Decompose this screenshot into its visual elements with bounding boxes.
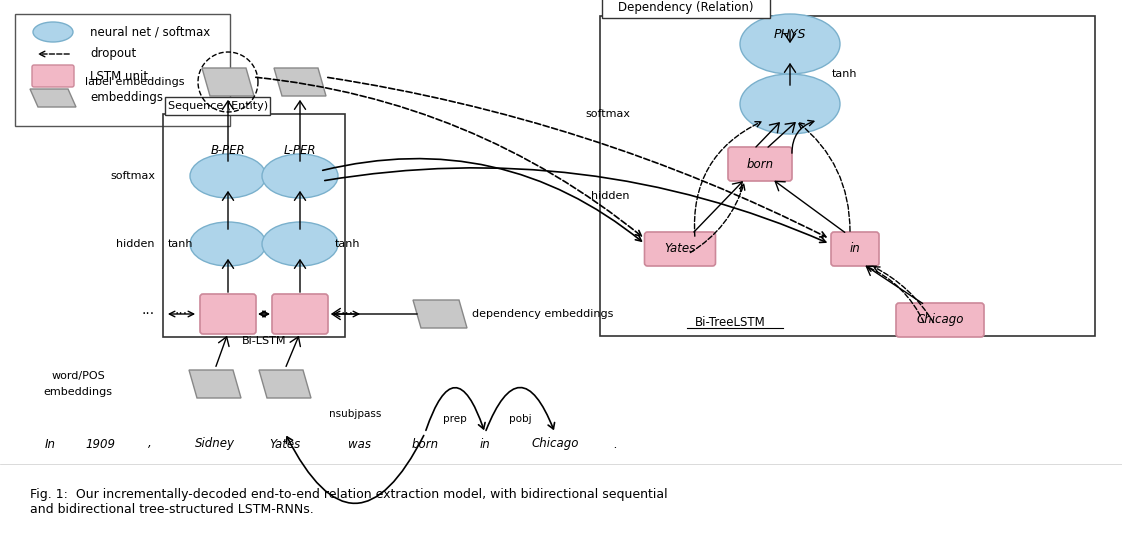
Bar	[600, 16, 1095, 336]
Text: ···: ···	[174, 307, 187, 321]
Text: word/POS: word/POS	[52, 371, 104, 381]
Text: Yates: Yates	[269, 437, 301, 450]
Text: PHYS: PHYS	[774, 28, 807, 40]
FancyBboxPatch shape	[33, 65, 74, 87]
Polygon shape	[30, 89, 76, 107]
Text: in: in	[479, 437, 490, 450]
Text: 1909: 1909	[85, 437, 114, 450]
Text: nsubjpass: nsubjpass	[329, 409, 381, 419]
Text: ,: ,	[148, 437, 151, 450]
Text: was: was	[349, 437, 371, 450]
Text: hidden: hidden	[117, 239, 155, 249]
Text: embeddings: embeddings	[90, 91, 163, 104]
Text: dropout: dropout	[90, 47, 136, 60]
Text: tanh: tanh	[335, 239, 360, 249]
Ellipse shape	[263, 222, 338, 266]
Text: B-PER: B-PER	[211, 145, 246, 158]
Text: Dependency (Relation): Dependency (Relation)	[618, 2, 754, 15]
Text: prep: prep	[443, 414, 467, 424]
Text: LSTM unit: LSTM unit	[90, 70, 148, 83]
Polygon shape	[188, 370, 241, 398]
Text: dependency embeddings: dependency embeddings	[472, 309, 614, 319]
Ellipse shape	[33, 22, 73, 42]
Text: Chicago: Chicago	[917, 313, 964, 326]
Text: embeddings: embeddings	[44, 387, 112, 397]
FancyBboxPatch shape	[831, 232, 879, 266]
Text: Chicago: Chicago	[531, 437, 579, 450]
Text: born: born	[746, 158, 773, 170]
Text: .: .	[613, 437, 617, 450]
Polygon shape	[274, 68, 327, 96]
Text: Yates: Yates	[664, 243, 696, 256]
Text: ···: ···	[141, 307, 155, 321]
Ellipse shape	[741, 74, 840, 134]
Text: Sequence (Entity): Sequence (Entity)	[168, 101, 268, 111]
Text: Sidney: Sidney	[195, 437, 234, 450]
Ellipse shape	[190, 222, 266, 266]
Ellipse shape	[263, 154, 338, 198]
Text: softmax: softmax	[585, 109, 629, 119]
FancyBboxPatch shape	[200, 294, 256, 334]
Text: ···: ···	[340, 307, 353, 321]
Text: in: in	[849, 243, 861, 256]
Text: pobj: pobj	[508, 414, 532, 424]
FancyBboxPatch shape	[272, 294, 328, 334]
Bar	[163, 114, 344, 337]
FancyBboxPatch shape	[728, 147, 792, 181]
Bar	[15, 14, 230, 126]
Polygon shape	[413, 300, 467, 328]
Ellipse shape	[190, 154, 266, 198]
Polygon shape	[202, 68, 254, 96]
Bar	[603, 0, 770, 18]
Text: hidden: hidden	[591, 191, 629, 201]
Text: tanh: tanh	[167, 239, 193, 249]
Text: Bi-LSTM: Bi-LSTM	[241, 336, 286, 346]
Text: softmax: softmax	[110, 171, 155, 181]
Text: Fig. 1:  Our incrementally-decoded end-to-end relation extraction model, with bi: Fig. 1: Our incrementally-decoded end-to…	[30, 488, 668, 516]
Text: Bi-TreeLSTM: Bi-TreeLSTM	[695, 316, 765, 329]
Text: L-PER: L-PER	[284, 145, 316, 158]
Bar	[165, 97, 270, 115]
Text: tanh: tanh	[833, 69, 857, 79]
Ellipse shape	[741, 14, 840, 74]
Polygon shape	[259, 370, 311, 398]
Text: label embeddings: label embeddings	[85, 77, 185, 87]
Text: neural net / softmax: neural net / softmax	[90, 26, 210, 39]
FancyBboxPatch shape	[644, 232, 716, 266]
Text: In: In	[45, 437, 55, 450]
Text: born: born	[412, 437, 439, 450]
FancyBboxPatch shape	[896, 303, 984, 337]
